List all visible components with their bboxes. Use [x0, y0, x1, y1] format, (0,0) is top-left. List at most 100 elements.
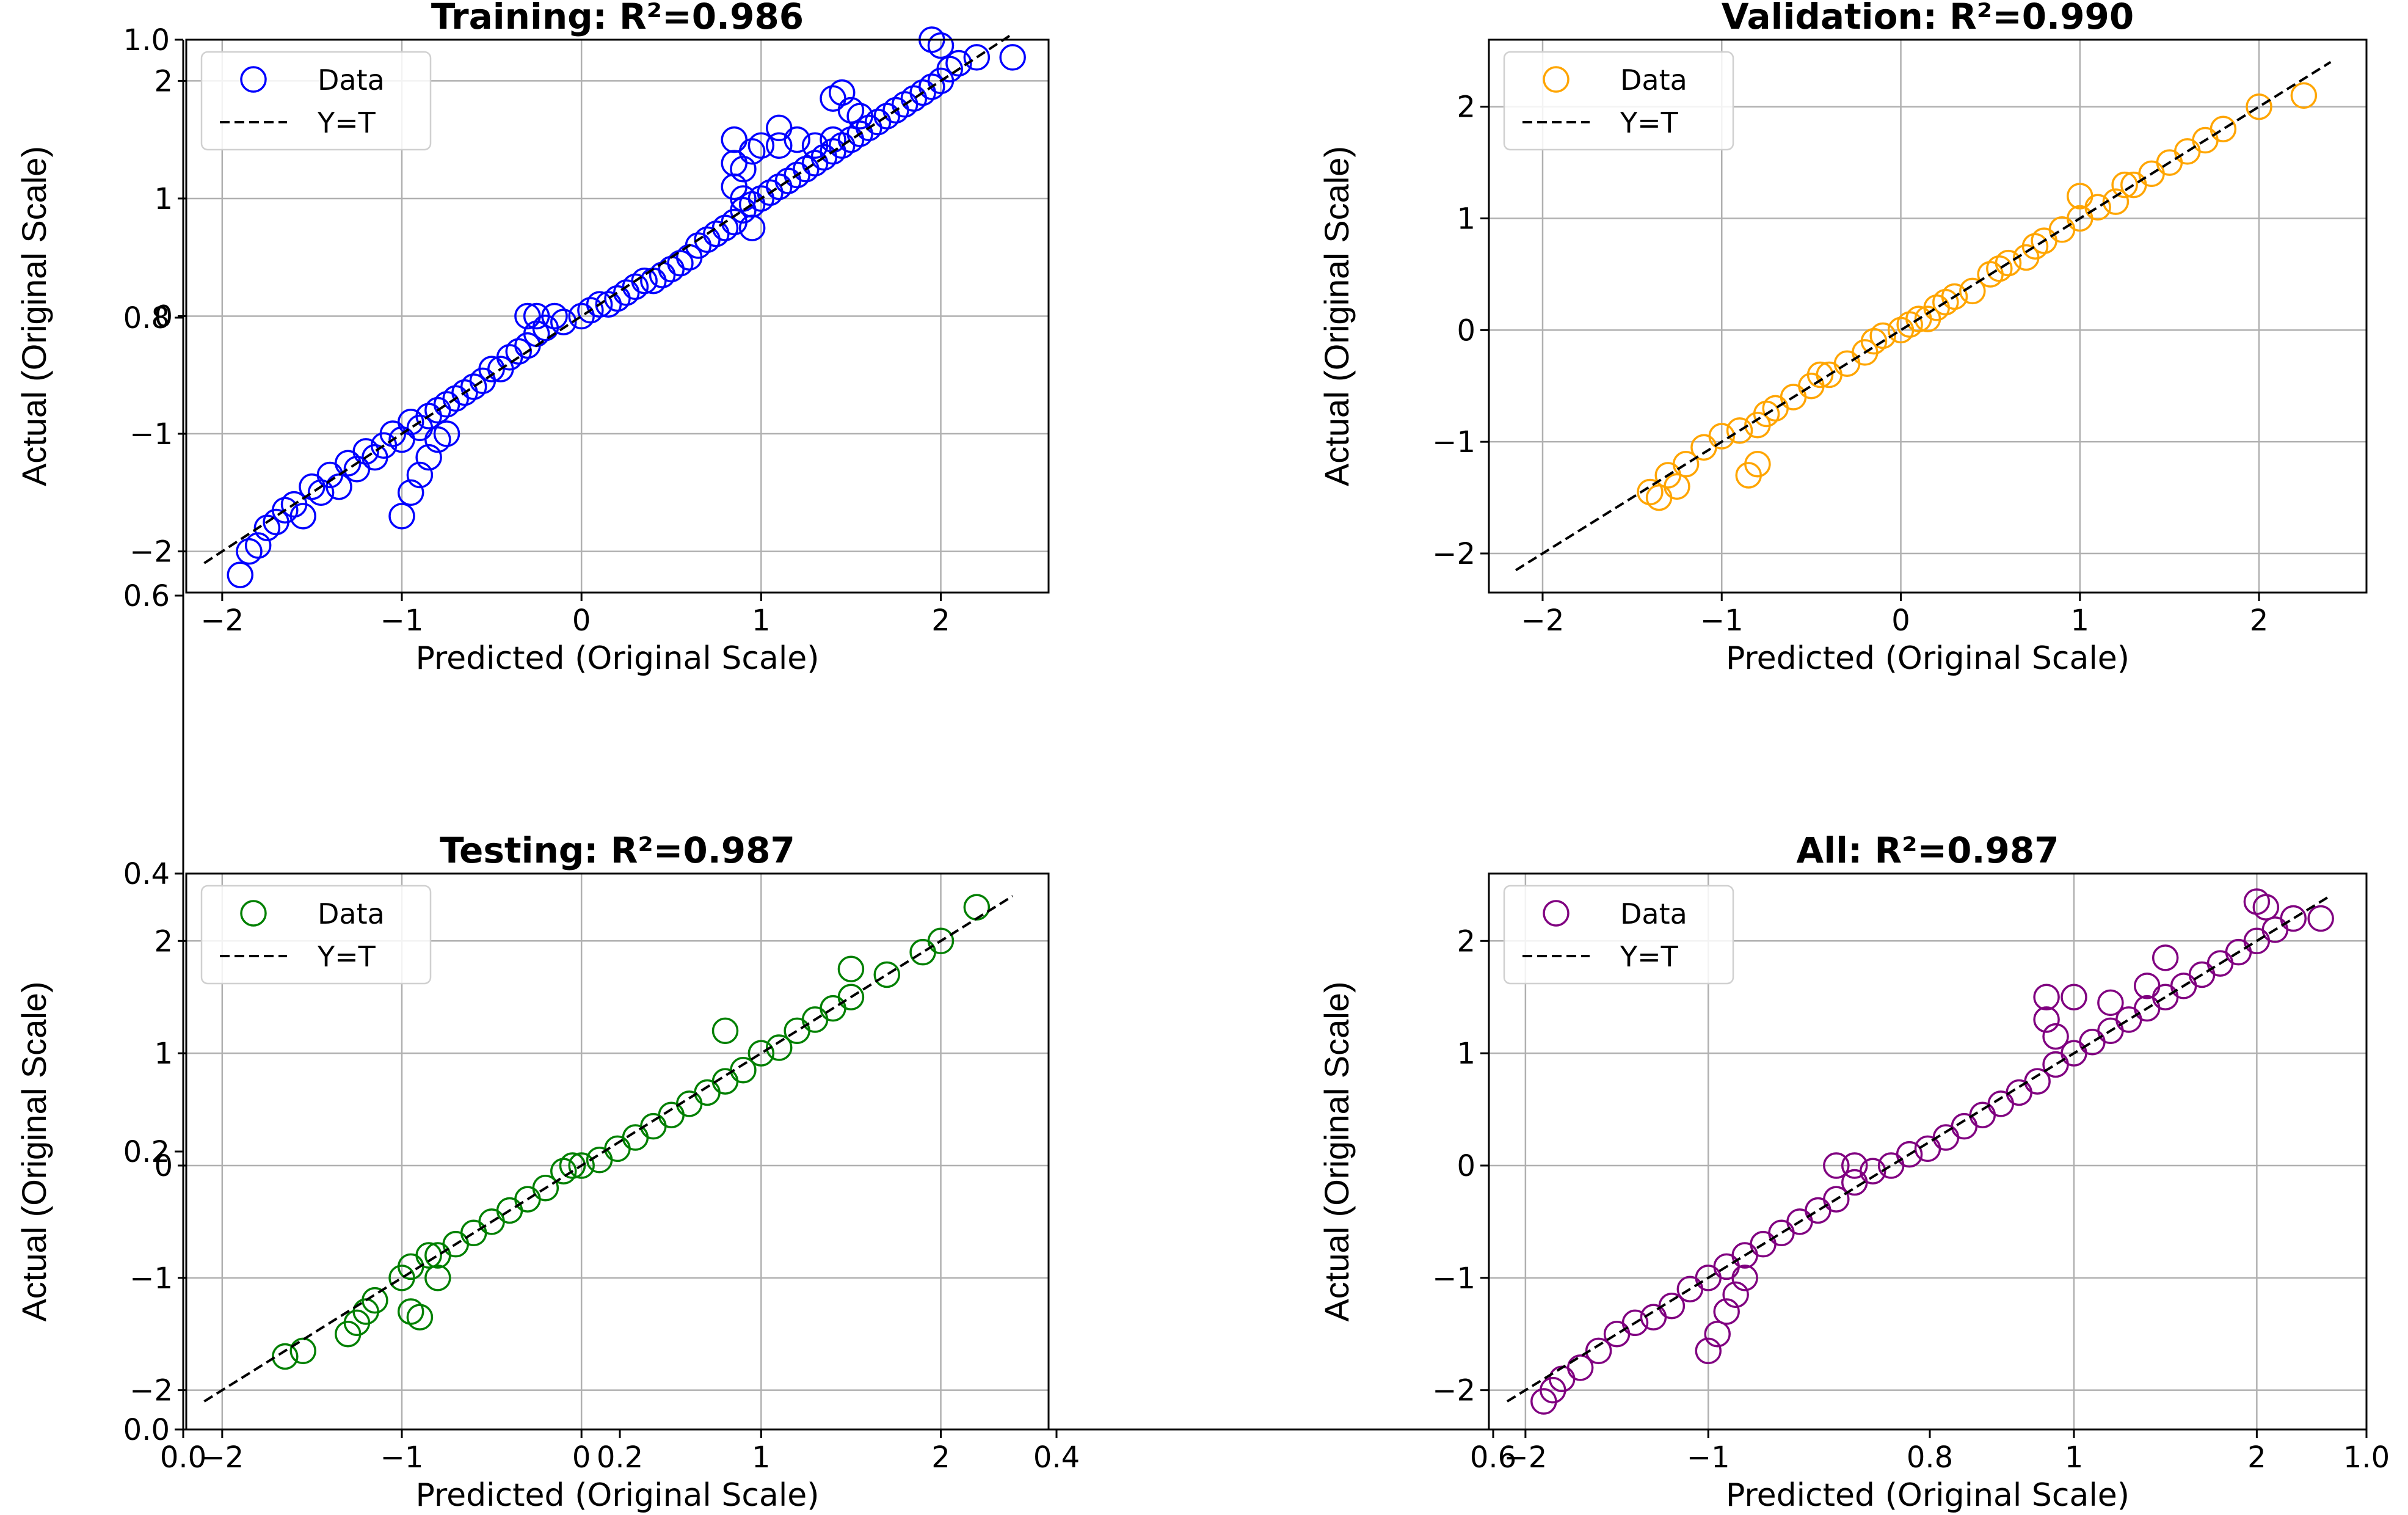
legend-label-line: Y=T — [1620, 106, 1679, 139]
data-point — [1823, 1186, 1850, 1213]
data-point — [1806, 361, 1834, 389]
x-tick-label: −2 — [200, 1440, 244, 1475]
x-tick-label: 0 — [1891, 604, 1910, 638]
plot-frame — [185, 872, 1050, 1431]
legend-box — [1503, 885, 1734, 985]
x-tick-label: −2 — [200, 604, 244, 638]
legend: Data Y=T — [1503, 885, 1734, 985]
data-point — [415, 444, 442, 471]
data-point — [766, 114, 793, 142]
data-point — [2252, 894, 2280, 921]
data-point — [747, 1040, 775, 1067]
data-point — [999, 44, 1026, 71]
legend-label-line: Y=T — [317, 940, 376, 973]
data-point — [352, 438, 379, 465]
y-tick-label: −1 — [129, 417, 173, 451]
subplot-title: Validation: R²=0.990 — [1722, 0, 2134, 37]
scatter-series — [227, 26, 1026, 588]
data-point — [1713, 1298, 1740, 1325]
y-tick-label: −2 — [1432, 537, 1475, 571]
y-tick-label: 0 — [1457, 1149, 1475, 1183]
data-point — [1637, 478, 1664, 506]
data-point — [289, 503, 316, 530]
data-point — [397, 1298, 424, 1325]
data-point — [227, 561, 253, 588]
x-axis-label: Predicted (Original Scale) — [415, 1477, 819, 1514]
subplot-title: Testing: R²=0.987 — [440, 830, 795, 871]
subplot-testing: −2 −1 0 1 2 −2 −1 0 1 2 Testing: R²=0.987 Predicted… — [15, 830, 1050, 1514]
data-point — [424, 426, 451, 453]
plot-frame — [1488, 38, 2368, 594]
data-point — [550, 1158, 577, 1185]
x-tick-label: −2 — [1521, 604, 1565, 638]
x-axis-label: Predicted (Original Scale) — [1726, 1477, 2130, 1514]
data-point — [272, 497, 299, 524]
data-point — [397, 409, 424, 436]
data-point — [801, 132, 829, 159]
data-point — [2024, 1068, 2051, 1095]
y-tick-label: 2 — [1457, 924, 1475, 958]
x-tick-label: 0 — [572, 1440, 591, 1475]
x-tick-label: 2 — [931, 1440, 950, 1475]
data-point — [586, 291, 613, 318]
data-point — [289, 1337, 316, 1365]
background-x-tick-label: 1.0 — [2343, 1440, 2390, 1475]
data-point — [936, 56, 963, 82]
legend-box — [200, 51, 432, 151]
data-point — [927, 32, 955, 59]
data-point — [1841, 1152, 1868, 1179]
y-tick-label: 1 — [1457, 202, 1475, 236]
data-point — [236, 538, 263, 565]
data-point — [1932, 288, 1959, 316]
data-point — [406, 1304, 434, 1331]
data-point — [568, 1152, 595, 1179]
data-point — [1566, 1354, 1594, 1381]
data-point — [559, 1152, 586, 1179]
data-point — [945, 49, 972, 77]
data-point — [927, 927, 955, 955]
data-point — [2033, 984, 2060, 1010]
data-point — [738, 138, 766, 165]
data-point — [1896, 1141, 1923, 1168]
data-point — [2246, 93, 2272, 120]
legend-label-data: Data — [318, 64, 385, 97]
data-point — [1722, 1281, 1749, 1309]
legend-label-line: Y=T — [317, 106, 376, 139]
data-point — [406, 461, 434, 489]
y-tick-label: 2 — [154, 924, 173, 958]
subplot-training: −2 −1 0 1 2 −2 −1 0 1 2 Training: R²=0.986 Predicte… — [15, 0, 1050, 677]
data-point — [622, 273, 649, 301]
data-point — [253, 514, 281, 541]
data-point — [2290, 82, 2318, 109]
legend: Data Y=T — [200, 51, 432, 151]
data-point — [837, 97, 865, 124]
y-axis-label: Actual (Original Scale) — [1317, 146, 1356, 486]
data-point — [2280, 905, 2307, 932]
x-tick-label: −1 — [1687, 1440, 1730, 1475]
y-tick-label: 0 — [1457, 313, 1475, 348]
background-y-tick-label: 0.0 — [123, 1413, 170, 1447]
data-point — [1986, 255, 2013, 282]
scatter-series — [1530, 888, 2334, 1415]
data-point — [1708, 423, 1735, 450]
data-point — [846, 103, 873, 130]
data-point — [2033, 1006, 2060, 1033]
y-tick-label: 0 — [154, 300, 173, 334]
background-x-tick-label: 0.6 — [1470, 1440, 1516, 1475]
background-x-tick-label: 0.4 — [1033, 1440, 1080, 1475]
x-tick-label: 2 — [2250, 604, 2269, 638]
data-point — [1869, 322, 1896, 349]
background-x-tick-label: 0.2 — [597, 1440, 643, 1475]
data-point — [1753, 400, 1780, 428]
data-point — [2097, 989, 2124, 1017]
data-point — [1731, 1265, 1758, 1291]
y-tick-label: −2 — [1432, 1374, 1475, 1408]
data-point — [1621, 1309, 1649, 1337]
data-point — [631, 267, 658, 294]
background-y-tick-label: 0.4 — [123, 857, 170, 891]
identity-line — [1515, 60, 2332, 572]
y-tick-label: 2 — [1457, 90, 1475, 125]
scatter-series — [1637, 82, 2318, 511]
data-point — [1664, 473, 1690, 500]
y-tick-label: −1 — [129, 1261, 173, 1296]
